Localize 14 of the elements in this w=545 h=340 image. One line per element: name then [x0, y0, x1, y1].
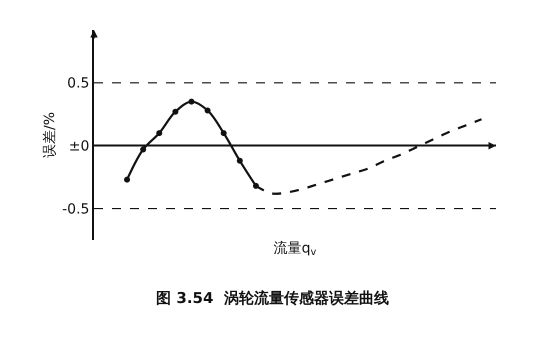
point — [204, 107, 211, 114]
point — [220, 130, 227, 136]
point — [156, 130, 162, 136]
y-tick-label: ±0 — [68, 138, 90, 155]
x-axis-title: 流量q$_{v}$ — [274, 240, 317, 258]
point — [236, 158, 243, 164]
y-tick-label: -0.5 — [62, 201, 90, 218]
y-tick-label: 0.5 — [67, 76, 90, 92]
text: 图 3.54 涡轮流量传感器误差曲线 — [156, 288, 389, 307]
point — [188, 98, 194, 105]
point — [124, 176, 130, 183]
point — [172, 108, 178, 115]
point — [140, 146, 146, 152]
y-axis-title: 误差/% — [42, 112, 58, 158]
